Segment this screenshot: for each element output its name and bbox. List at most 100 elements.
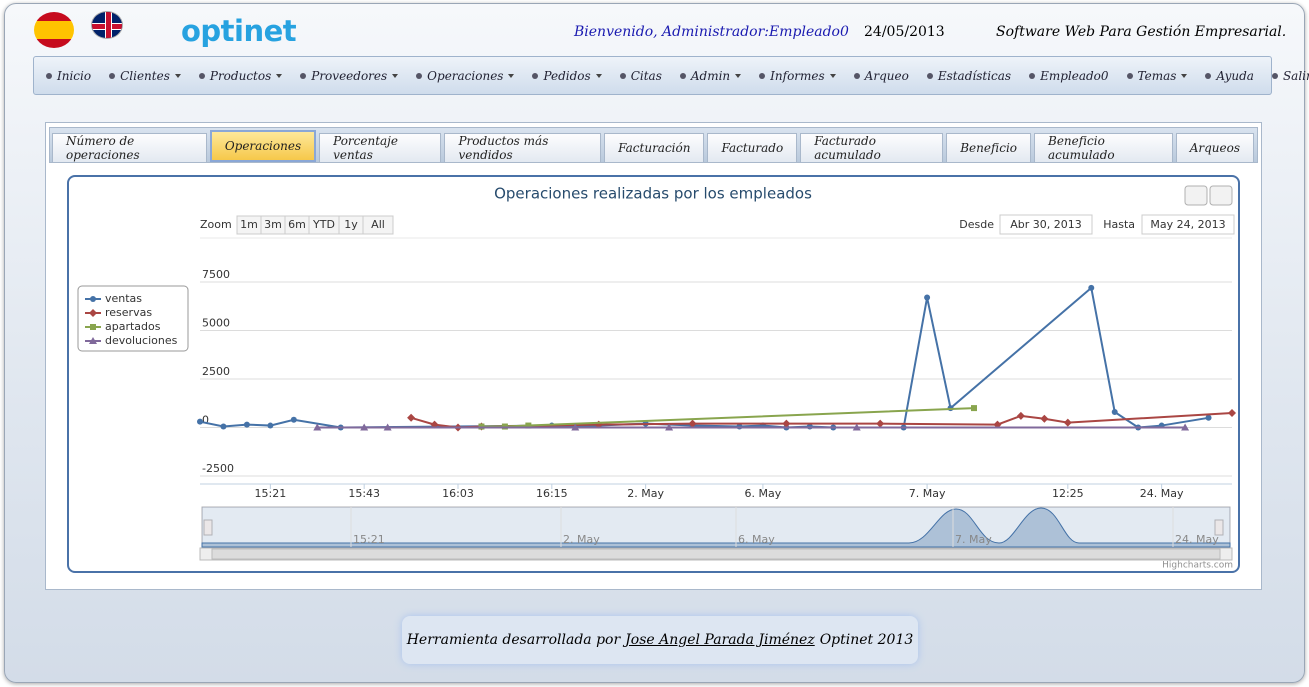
menu-caret [735,73,742,78]
menu-caret [392,73,399,78]
navigator-handle[interactable] [203,519,213,536]
legend-label[interactable]: apartados [105,320,161,333]
navigator-area [201,507,1231,548]
menu-label: Temas [1137,68,1177,83]
point-marker [971,405,977,412]
point-marker [290,416,297,423]
zoom-button-label[interactable]: 3m [264,218,282,231]
menu-label: Clientes [120,68,170,83]
point-marker [1228,408,1236,417]
menu-item[interactable]: Estadísticas [926,69,1011,83]
from-input[interactable] [999,214,1093,235]
point-marker [89,337,97,344]
tab[interactable]: Número de operaciones [52,133,207,162]
menu-item[interactable]: Ayuda [1205,69,1254,83]
menu-item[interactable]: Arqueo [853,68,909,83]
point-marker [852,423,861,431]
menu-label: Proveedores [311,68,388,83]
tab[interactable]: Facturado [707,133,798,162]
zoom-button[interactable] [362,215,394,235]
y-tick-label: 5000 [202,317,230,330]
zoom-button-label[interactable]: 1m [240,218,258,231]
scrollbar-thumb[interactable] [211,548,1221,560]
export-button[interactable] [1184,185,1208,206]
menu-icon [853,72,860,79]
export-button[interactable] [1209,185,1233,206]
tab[interactable]: Operaciones [209,130,317,162]
menu-item[interactable]: Productos [198,69,283,83]
flag-es[interactable] [34,12,74,48]
menu-label: Salir [1282,68,1309,83]
menu-icon [416,72,423,79]
welcome: Bienvenido, Administrador:Empleado0 [574,24,849,40]
zoom-button-label[interactable]: 1y [344,218,358,231]
flag-uk[interactable] [91,11,123,39]
series-line [199,285,1209,429]
menu-icon [198,72,205,79]
tab-bar: Número de operaciones Operaciones Porcenta… [49,127,1258,163]
to-input[interactable] [1141,214,1235,235]
menu-item[interactable]: Empleado0 [1029,68,1109,83]
menu-icon [619,72,626,79]
tab[interactable]: Arqueos [1175,133,1254,162]
menu-icon [759,72,766,79]
menu-item[interactable]: Admin [679,69,742,83]
menu-caret [595,73,602,78]
menu-label: Empleado0 [1040,68,1109,83]
menu-icon [1271,72,1278,79]
to-value[interactable]: May 24, 2013 [1150,218,1225,231]
footer: Herramienta desarrollada por Jose Angel … [402,616,918,664]
point-marker [267,422,274,429]
zoom-label: Zoom [200,218,232,231]
tab[interactable]: Beneficio [946,133,1031,162]
chart: Operaciones realizadas por los empleados… [77,185,1236,571]
menu-item[interactable]: Temas [1126,68,1188,83]
y-tick-label: 2500 [202,365,230,378]
from-value[interactable]: Abr 30, 2013 [1010,218,1082,231]
zoom-button-label[interactable]: 6m [288,218,306,231]
logo[interactable]: optinet [181,14,297,48]
menu-caret [276,73,283,78]
navigator-label: 6. May [738,533,775,546]
point-marker [1016,411,1025,420]
menu-item[interactable]: Citas [619,69,662,83]
menu-label: Arqueo [864,68,909,83]
y-tick-label: 7500 [202,268,230,281]
tab[interactable]: Productos más vendidos [444,133,602,162]
zoom-button-label[interactable]: YTD [312,218,335,231]
tab[interactable]: Porcentaje ventas [319,133,442,162]
point-marker [407,413,416,422]
tab[interactable]: Facturación [604,133,705,162]
point-marker [220,423,227,430]
menu-item[interactable]: Informes [759,69,836,83]
menu-item[interactable]: Salir [1271,68,1309,83]
credit[interactable]: Highcharts.com [1162,561,1233,571]
menu-caret [829,73,836,78]
author-link[interactable]: Jose Angel Parada Jiménez [625,632,815,648]
point-marker [876,419,885,428]
menu-bar: Inicio Clientes Productos Proveedores Operac… [33,56,1309,95]
tagline: Software Web Para Gestión Empresarial. [996,24,1287,40]
navigator-handle[interactable] [1214,519,1224,536]
tab[interactable]: Beneficio acumulado [1034,133,1173,162]
chart-container: Operaciones realizadas por los empleados… [67,175,1240,573]
menu-item[interactable]: Pedidos [532,69,602,83]
legend-label[interactable]: reservas [105,306,152,319]
navigator-label: 2. May [563,533,600,546]
x-tick-label: 16:15 [536,487,568,500]
point-marker [1040,414,1049,423]
menu-icon [532,72,539,79]
point-marker [1181,423,1190,431]
menu-item[interactable]: Inicio [46,69,91,83]
menu-item[interactable]: Proveedores [300,68,399,83]
tab[interactable]: Facturado acumulado [800,133,944,162]
legend-label[interactable]: ventas [105,292,142,305]
menu-item[interactable]: Clientes [109,69,181,83]
menu-item[interactable]: Operaciones [416,68,515,83]
menu-label: Operaciones [427,68,504,83]
zoom-button-label[interactable]: All [371,218,385,231]
to-label: Hasta [1103,218,1135,231]
legend-label[interactable]: devoluciones [105,334,178,347]
menu-caret [174,73,181,78]
